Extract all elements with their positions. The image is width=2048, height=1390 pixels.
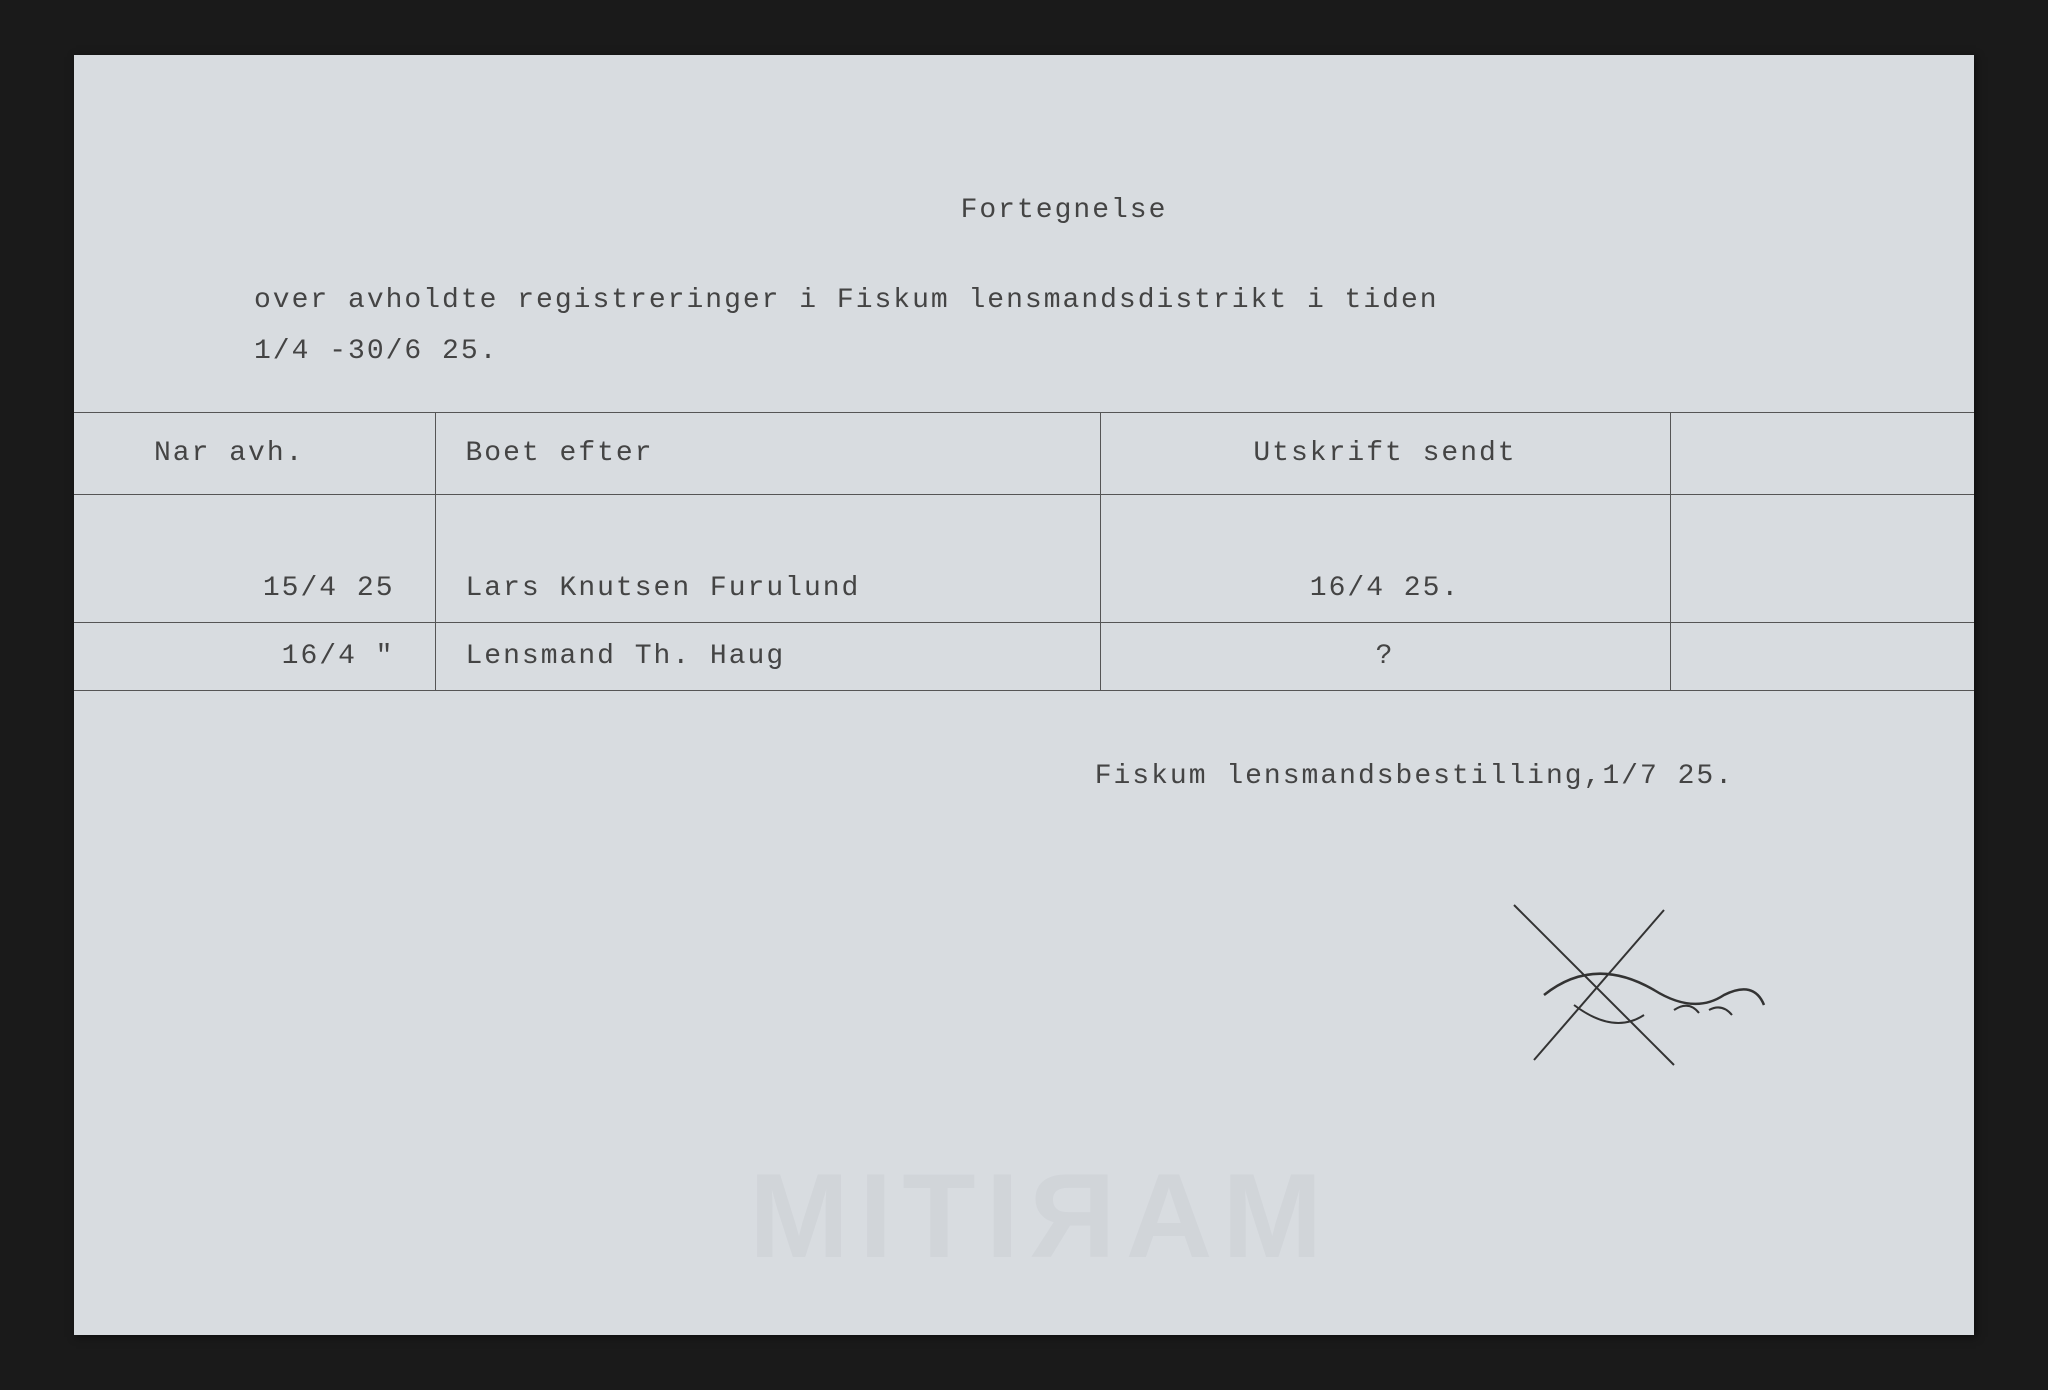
table-container: Nar avh. Boet efter Utskrift sendt 15/4 …	[74, 412, 1974, 691]
document-subtitle-line2: 1/4 -30/6 25.	[254, 336, 1874, 367]
cell-transcript: ?	[1100, 622, 1670, 690]
registration-table: Nar avh. Boet efter Utskrift sendt 15/4 …	[74, 412, 1974, 691]
watermark-text: MARITIM	[739, 1147, 1322, 1285]
cell-date: 15/4 25	[74, 555, 435, 623]
header-date: Nar avh.	[74, 413, 435, 495]
footer-section: Fiskum lensmandsbestilling,1/7 25.	[74, 761, 1974, 792]
header-empty	[1670, 413, 1974, 495]
header-section: Fortegnelse over avholdte registreringer…	[74, 55, 1974, 367]
header-estate: Boet efter	[435, 413, 1100, 495]
document-subtitle-line1: over avholdte registreringer i Fiskum le…	[254, 276, 1874, 326]
cell-estate: Lensmand Th. Haug	[435, 622, 1100, 690]
document-title: Fortegnelse	[254, 195, 1874, 226]
cell-transcript: 16/4 25.	[1100, 555, 1670, 623]
cell-date: 16/4 "	[74, 622, 435, 690]
footer-text: Fiskum lensmandsbestilling,1/7 25.	[74, 761, 1734, 792]
header-transcript: Utskrift sendt	[1100, 413, 1670, 495]
cell-estate: Lars Knutsen Furulund	[435, 555, 1100, 623]
spacer-row	[74, 495, 1974, 555]
cell-empty	[1670, 622, 1974, 690]
signature	[1474, 895, 1794, 1075]
signature-svg	[1474, 895, 1794, 1075]
table-row: 16/4 " Lensmand Th. Haug ?	[74, 622, 1974, 690]
document-page: Fortegnelse over avholdte registreringer…	[74, 55, 1974, 1335]
table-header-row: Nar avh. Boet efter Utskrift sendt	[74, 413, 1974, 495]
table-row: 15/4 25 Lars Knutsen Furulund 16/4 25.	[74, 555, 1974, 623]
cell-empty	[1670, 555, 1974, 623]
